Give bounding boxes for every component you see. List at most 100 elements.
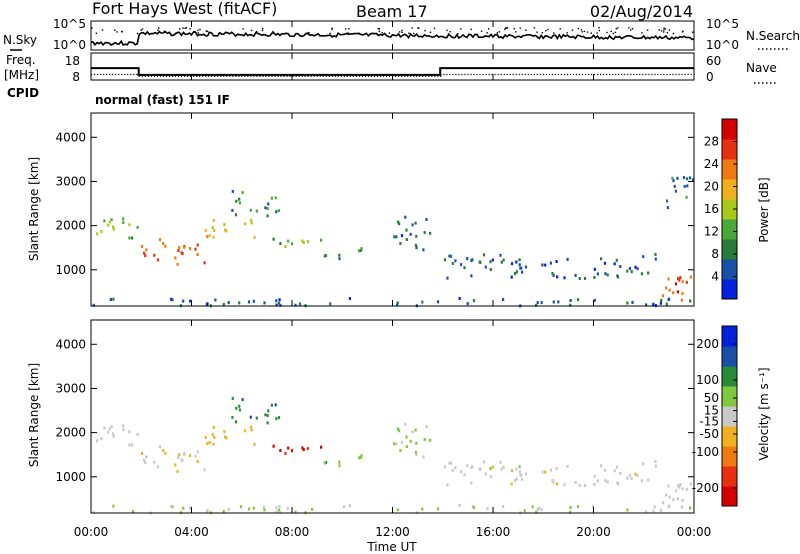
- scatter-cell: [212, 425, 215, 429]
- nave-dot: [199, 75, 201, 77]
- nave-dot: [238, 75, 240, 77]
- nave-dot: [648, 73, 650, 76]
- scatter-cell: [514, 272, 517, 275]
- scatter-cell: [422, 455, 425, 459]
- noise-search-dot: [418, 27, 420, 29]
- scatter-cell: [411, 223, 414, 227]
- scatter-cell: [162, 242, 165, 245]
- scatter-cell: [132, 510, 135, 513]
- nave-dot: [428, 75, 430, 77]
- scatter-cell: [674, 282, 678, 286]
- scatter-cell: [502, 505, 505, 508]
- scatter-cell: [136, 225, 139, 229]
- scatter-cell: [414, 428, 417, 432]
- nave-dot: [361, 75, 363, 77]
- scatter-cell: [239, 505, 242, 509]
- noise-search-dot: [141, 28, 144, 30]
- nave-dot: [422, 75, 424, 77]
- power-panel: 1000 2000 3000 4000 Slant Range [km] 4 8 12 16…: [27, 112, 771, 308]
- noise-search-dot: [664, 28, 667, 30]
- scatter-cell: [194, 454, 197, 458]
- scatter-cell: [499, 253, 502, 257]
- scatter-cell: [472, 506, 476, 510]
- scatter-cell: [227, 508, 230, 512]
- noise-search-dot: [663, 27, 665, 29]
- scatter-cell: [338, 460, 341, 464]
- scatter-cell: [396, 303, 399, 307]
- noise-search-dot: [553, 32, 555, 34]
- scatter-cell: [591, 505, 594, 509]
- scatter-cell: [425, 425, 428, 428]
- nave-dot: [109, 73, 111, 76]
- nave-dot: [328, 75, 330, 77]
- noise-right-label: N.Search: [746, 29, 800, 43]
- scatter-cell: [569, 299, 572, 302]
- scatter-cell: [359, 455, 363, 459]
- noise-search-dot: [348, 28, 350, 30]
- colorbar-segment: [722, 366, 737, 387]
- freq-left-unit: [MHz]: [4, 68, 39, 82]
- scatter-cell: [640, 479, 643, 483]
- colorbar-tick-label: 50: [704, 391, 719, 405]
- nave-dot: [669, 73, 671, 76]
- nave-dot: [476, 73, 478, 76]
- scatter-cell: [414, 221, 417, 225]
- nave-dot: [678, 73, 680, 76]
- scatter-cell: [668, 288, 671, 292]
- scatter-cell: [182, 506, 185, 510]
- scatter-cell: [275, 506, 278, 510]
- scatter-cell: [583, 276, 587, 280]
- scatter-cell: [678, 485, 681, 489]
- colorbar-segment: [722, 426, 737, 447]
- scatter-cell: [103, 426, 106, 430]
- scatter-cell: [540, 301, 543, 305]
- scatter-cell: [231, 415, 234, 419]
- scatter-cell: [208, 441, 211, 444]
- nave-dot: [124, 73, 126, 76]
- nave-dot: [443, 73, 445, 76]
- scatter-cell: [107, 430, 110, 434]
- scatter-cell: [395, 442, 398, 446]
- scatter-cell: [515, 260, 518, 264]
- power-colorbar-label: Power [dB]: [757, 177, 771, 242]
- scatter-cell: [272, 444, 275, 448]
- scatter-cell: [470, 259, 473, 263]
- colorbar-tick-label: 24: [704, 157, 719, 171]
- scatter-cell: [279, 510, 282, 514]
- scatter-cell: [306, 447, 309, 451]
- scatter-cell: [397, 220, 400, 224]
- nave-dot: [115, 73, 117, 76]
- noise-search-dot: [272, 30, 274, 33]
- scatter-cell: [489, 475, 492, 478]
- scatter-cell: [266, 214, 269, 218]
- scatter-cell: [672, 291, 675, 295]
- nave-dot: [180, 75, 183, 77]
- nave-dot: [331, 75, 333, 77]
- scatter-cell: [520, 473, 523, 477]
- scatter-cell: [603, 468, 607, 472]
- nave-dot: [349, 75, 351, 77]
- nave-dot: [630, 73, 632, 76]
- nave-dot: [271, 75, 273, 77]
- scatter-cell: [153, 460, 156, 464]
- scatter-cell: [250, 428, 253, 432]
- nave-dot: [211, 75, 213, 77]
- scatter-cell: [153, 253, 156, 257]
- scatter-cell: [110, 218, 113, 222]
- scatter-cell: [449, 461, 453, 465]
- scatter-cell: [241, 191, 244, 195]
- scatter-cell: [596, 272, 599, 276]
- scatter-cell: [521, 477, 524, 481]
- x-tick-label: 00:00: [677, 525, 712, 539]
- scatter-cell: [194, 247, 197, 251]
- nave-dot: [141, 75, 143, 77]
- scatter-cell: [107, 223, 110, 227]
- scatter-cell: [482, 253, 486, 257]
- x-tick-label: 12:00: [375, 525, 410, 539]
- noise-search-dot: [449, 31, 451, 33]
- noise-search-dot: [205, 30, 207, 32]
- colorbar-tick-label: 200: [696, 337, 719, 351]
- noise-search-dot: [199, 28, 201, 31]
- scatter-cell: [510, 262, 514, 266]
- scatter-cell: [676, 176, 679, 180]
